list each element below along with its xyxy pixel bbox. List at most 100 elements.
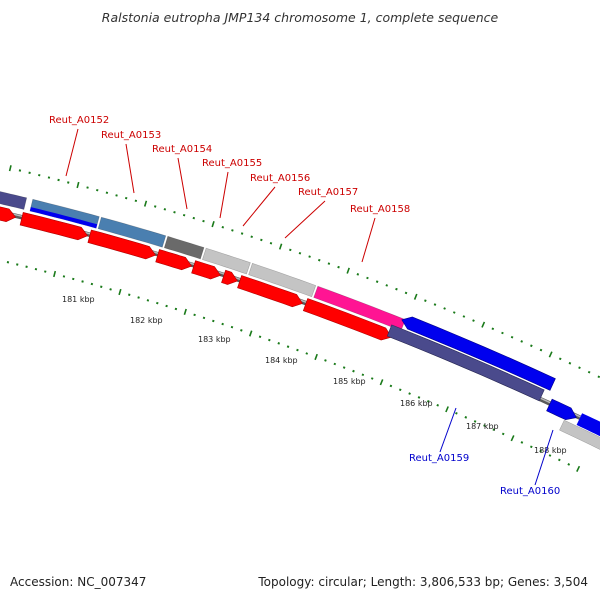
gene-label: Reut_A0152 [49,115,109,126]
outer-tick [356,273,360,276]
gray-gene-block [559,419,600,450]
outer-tick [96,188,99,192]
outer-tick [337,265,340,269]
inner-tick [6,260,10,264]
outer-tick [472,319,475,322]
topology-summary: Topology: circular; Length: 3,806,533 bp… [258,575,588,589]
outer-tick [587,370,591,374]
outer-tick [424,299,427,302]
inner-tick [16,263,19,266]
inner-tick [426,400,430,403]
inner-tick [221,322,224,326]
outer-tick [163,208,167,211]
gene-label-leader [534,429,554,486]
outer-tick [548,351,553,358]
blue-gene-arrow [401,316,556,391]
outer-tick [501,331,504,335]
outer-tick [38,173,41,177]
inner-tick [53,270,57,278]
outer-tick [221,225,225,229]
outer-tick [491,327,495,331]
inner-tick [408,392,411,395]
gene-label: Reut_A0153 [101,130,161,141]
purple-gene-block [386,324,545,402]
inner-tick [567,463,571,466]
outer-tick [413,293,418,300]
inner-tick [352,369,355,373]
outer-tick [278,243,283,250]
outer-tick [510,335,514,339]
red-gene-arrow [191,260,221,280]
inner-tick [90,282,94,286]
outer-tick [529,344,533,348]
inner-tick [109,288,112,291]
map-title: Ralstonia eutropha JMP134 chromosome 1, … [101,10,499,25]
gene-label-leader [361,217,376,263]
outer-tick [327,262,331,265]
red-gene-arrow [0,206,17,223]
outer-tick [558,357,562,361]
outer-tick [211,221,215,228]
inner-tick [342,366,346,369]
inner-tick [455,411,458,415]
outer-tick [8,165,12,172]
kbp-labels: 181 kbp 182 kbp 183 kbp 184 kbp 185 kbp 186 k… [62,295,567,455]
red-gene-arrow [221,269,238,285]
outer-tick [308,255,311,258]
outer-tick [433,303,437,306]
gene-label-leader [177,157,188,210]
gene-block [0,191,28,210]
inner-tick [483,424,486,427]
outer-tick [143,200,148,207]
inner-tick [258,335,262,339]
outer-tick [67,181,70,184]
inner-tick [240,329,243,332]
inner-tick [370,377,374,380]
gene-label-leader [284,200,326,239]
gene-strand-line [29,207,98,229]
inner-tick [137,296,140,299]
outer-tick [124,196,128,200]
kbp-label: 185 kbp [333,377,366,386]
outer-tick [462,315,466,318]
kbp-label: 188 kbp [534,446,567,455]
outer-tick [539,348,543,352]
inner-tick [25,265,28,269]
outer-tick [597,375,600,379]
inner-tick [44,270,47,273]
outer-tick [260,238,263,242]
gene-label: Reut_A0158 [350,204,410,215]
outer-tick [366,276,369,280]
inner-tick [118,288,122,296]
outer-tick [452,311,456,314]
inner-tick [529,445,533,449]
inner-tick [445,406,449,413]
gene-label: Reut_A0154 [152,144,212,155]
inner-tick [277,342,281,345]
gene-block [202,247,251,275]
outer-tick [115,194,118,197]
red-gene-arrow [155,249,193,271]
inner-tick [268,338,271,342]
inner-tick [156,301,159,305]
outer-tick [192,216,196,220]
kbp-label: 184 kbp [265,356,298,365]
gene-label-leader [242,186,276,227]
tick-marks [6,165,600,472]
outer-tick [346,267,350,274]
gene-block [97,216,167,248]
blue-gene-block [576,413,600,437]
inner-tick [417,396,421,399]
kbp-label: 182 kbp [130,316,163,325]
inner-tick [558,458,561,462]
inner-tick [539,449,542,453]
kbp-label: 181 kbp [62,295,95,304]
gene-label: Reut_A0160 [500,486,560,497]
inner-tick [81,280,84,283]
outer-tick [395,287,398,291]
gene-labels: Reut_A0152 Reut_A0153 Reut_A0154 Reut_A0155… [49,115,560,497]
inner-tick [174,307,178,311]
gene-block [163,235,205,260]
